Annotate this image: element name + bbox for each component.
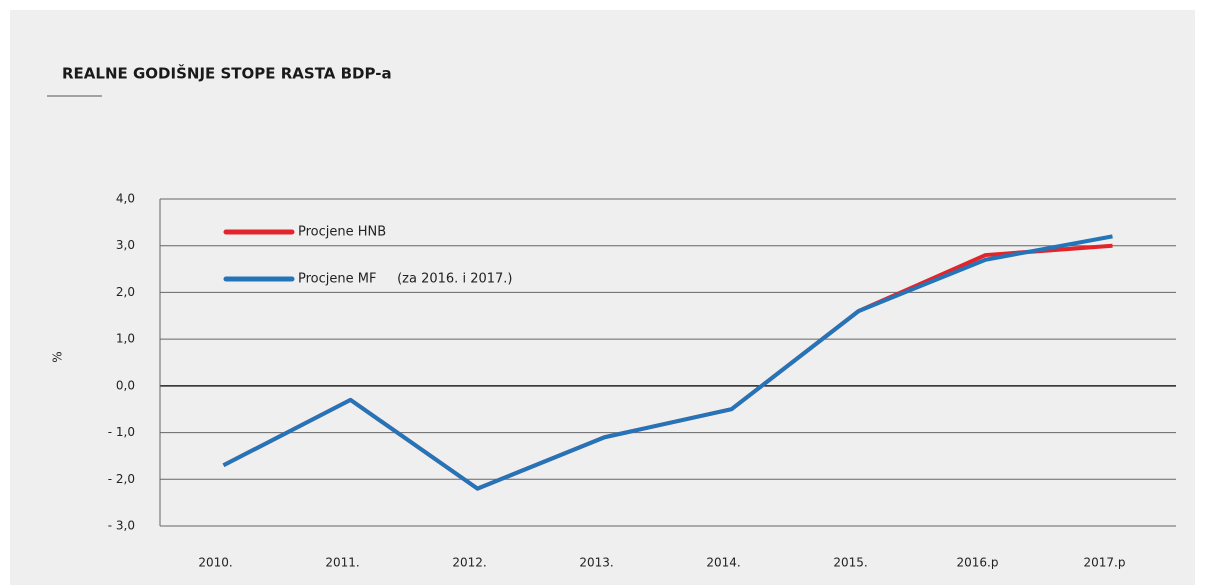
x-tick-label: 2012. (452, 556, 486, 570)
y-axis-label: % (51, 351, 65, 362)
legend-label: Procjene MF (za 2016. i 2017.) (298, 272, 512, 287)
line-series (222, 234, 1113, 491)
x-tick-label: 2010. (198, 556, 232, 570)
x-tick-label: 2014. (706, 556, 740, 570)
x-tick-label: 2017.p (1084, 556, 1126, 570)
y-tick-label: 1,0 (116, 332, 135, 346)
y-tick-label: - 2,0 (108, 472, 135, 486)
x-tick-label: 2011. (325, 556, 359, 570)
x-tick-label: 2013. (579, 556, 613, 570)
y-tick-label: 2,0 (116, 285, 135, 299)
x-tick-label: 2015. (833, 556, 867, 570)
chart-title: REALNE GODIŠNJE STOPE RASTA BDP-a (62, 64, 392, 83)
y-tick-label: 4,0 (116, 192, 135, 206)
y-tick-label: 3,0 (116, 238, 135, 252)
legend-label: Procjene HNB (298, 225, 386, 240)
y-tick-label: - 3,0 (108, 519, 135, 533)
y-tick-label: - 1,0 (108, 425, 135, 439)
y-tick-label: 0,0 (116, 378, 135, 392)
panel (10, 10, 1195, 585)
x-tick-label: 2016.p (957, 556, 999, 570)
